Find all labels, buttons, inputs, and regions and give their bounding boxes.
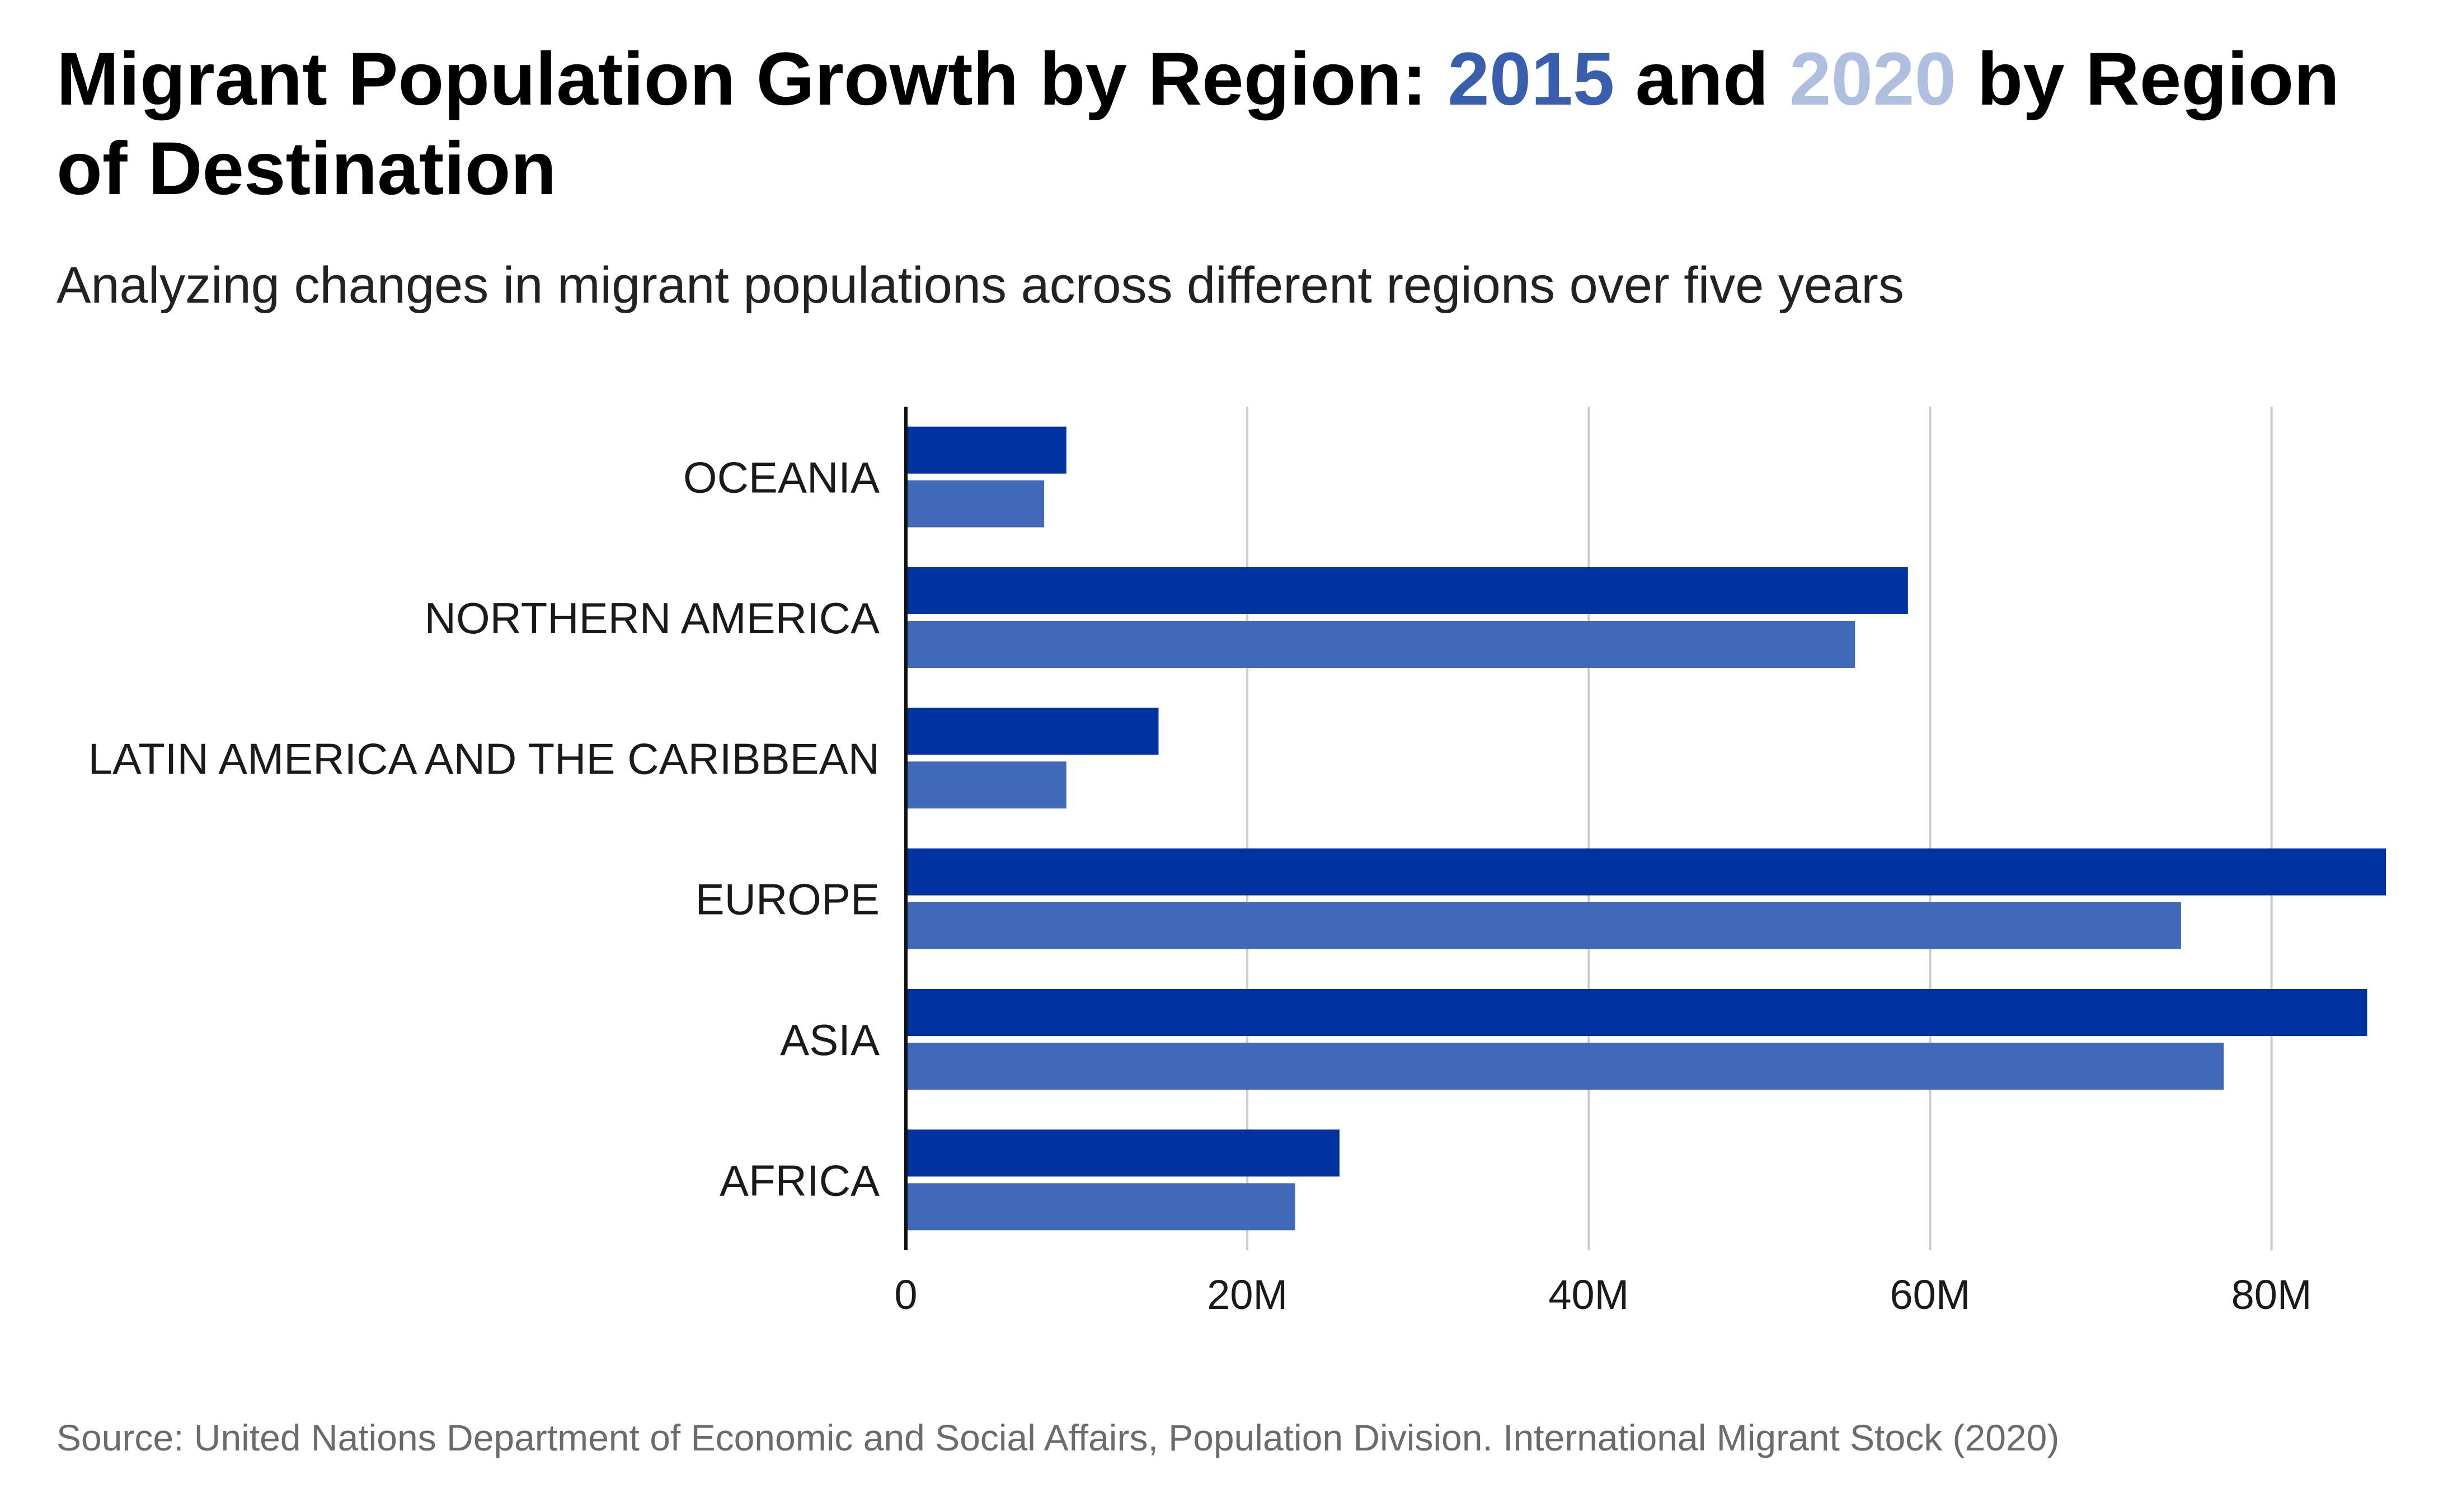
chart-subtitle: Analyzing changes in migrant populations…: [57, 257, 1904, 314]
title-year-2015: 2015: [1448, 37, 1615, 121]
title-year-2020: 2020: [1789, 37, 1957, 121]
bar: [906, 761, 1066, 809]
x-tick-label: 0: [894, 1271, 917, 1318]
bar: [906, 480, 1045, 527]
category-labels: OCEANIA NORTHERN AMERICA LATIN AMERICA AND…: [88, 453, 880, 1205]
bar: [906, 567, 1908, 614]
bar: [906, 902, 2181, 949]
bar: [906, 989, 2367, 1036]
category-label: AFRICA: [720, 1156, 880, 1205]
title-part-2: and: [1614, 37, 1790, 121]
bar: [906, 1129, 1340, 1177]
x-tick-label: 40M: [1548, 1271, 1629, 1318]
x-tick-label: 60M: [1890, 1271, 1970, 1318]
category-label: EUROPE: [696, 875, 880, 924]
bars: [906, 426, 2386, 1231]
x-tick-label: 20M: [1207, 1271, 1288, 1318]
title-part-3: by Region of Destination: [57, 37, 2340, 210]
bar: [906, 1183, 1295, 1231]
x-tick-label: 80M: [2231, 1271, 2312, 1318]
category-label: OCEANIA: [683, 453, 880, 502]
title-part-1: Migrant Population Growth by Region:: [57, 37, 1448, 121]
bar: [906, 1043, 2224, 1090]
category-label: NORTHERN AMERICA: [425, 594, 880, 643]
bar: [906, 621, 1855, 668]
chart-title: Migrant Population Growth by Region: 201…: [57, 35, 2407, 214]
bar: [906, 708, 1159, 755]
category-label: LATIN AMERICA AND THE CARIBBEAN: [88, 734, 880, 783]
category-label: ASIA: [780, 1015, 880, 1064]
x-axis-ticks: 0 20M 40M 60M 80M: [894, 1271, 2311, 1318]
source-note: Source: United Nations Department of Eco…: [57, 1417, 2060, 1458]
grid-lines: [1246, 407, 2273, 1250]
bar: [906, 426, 1066, 474]
bar: [906, 848, 2386, 896]
